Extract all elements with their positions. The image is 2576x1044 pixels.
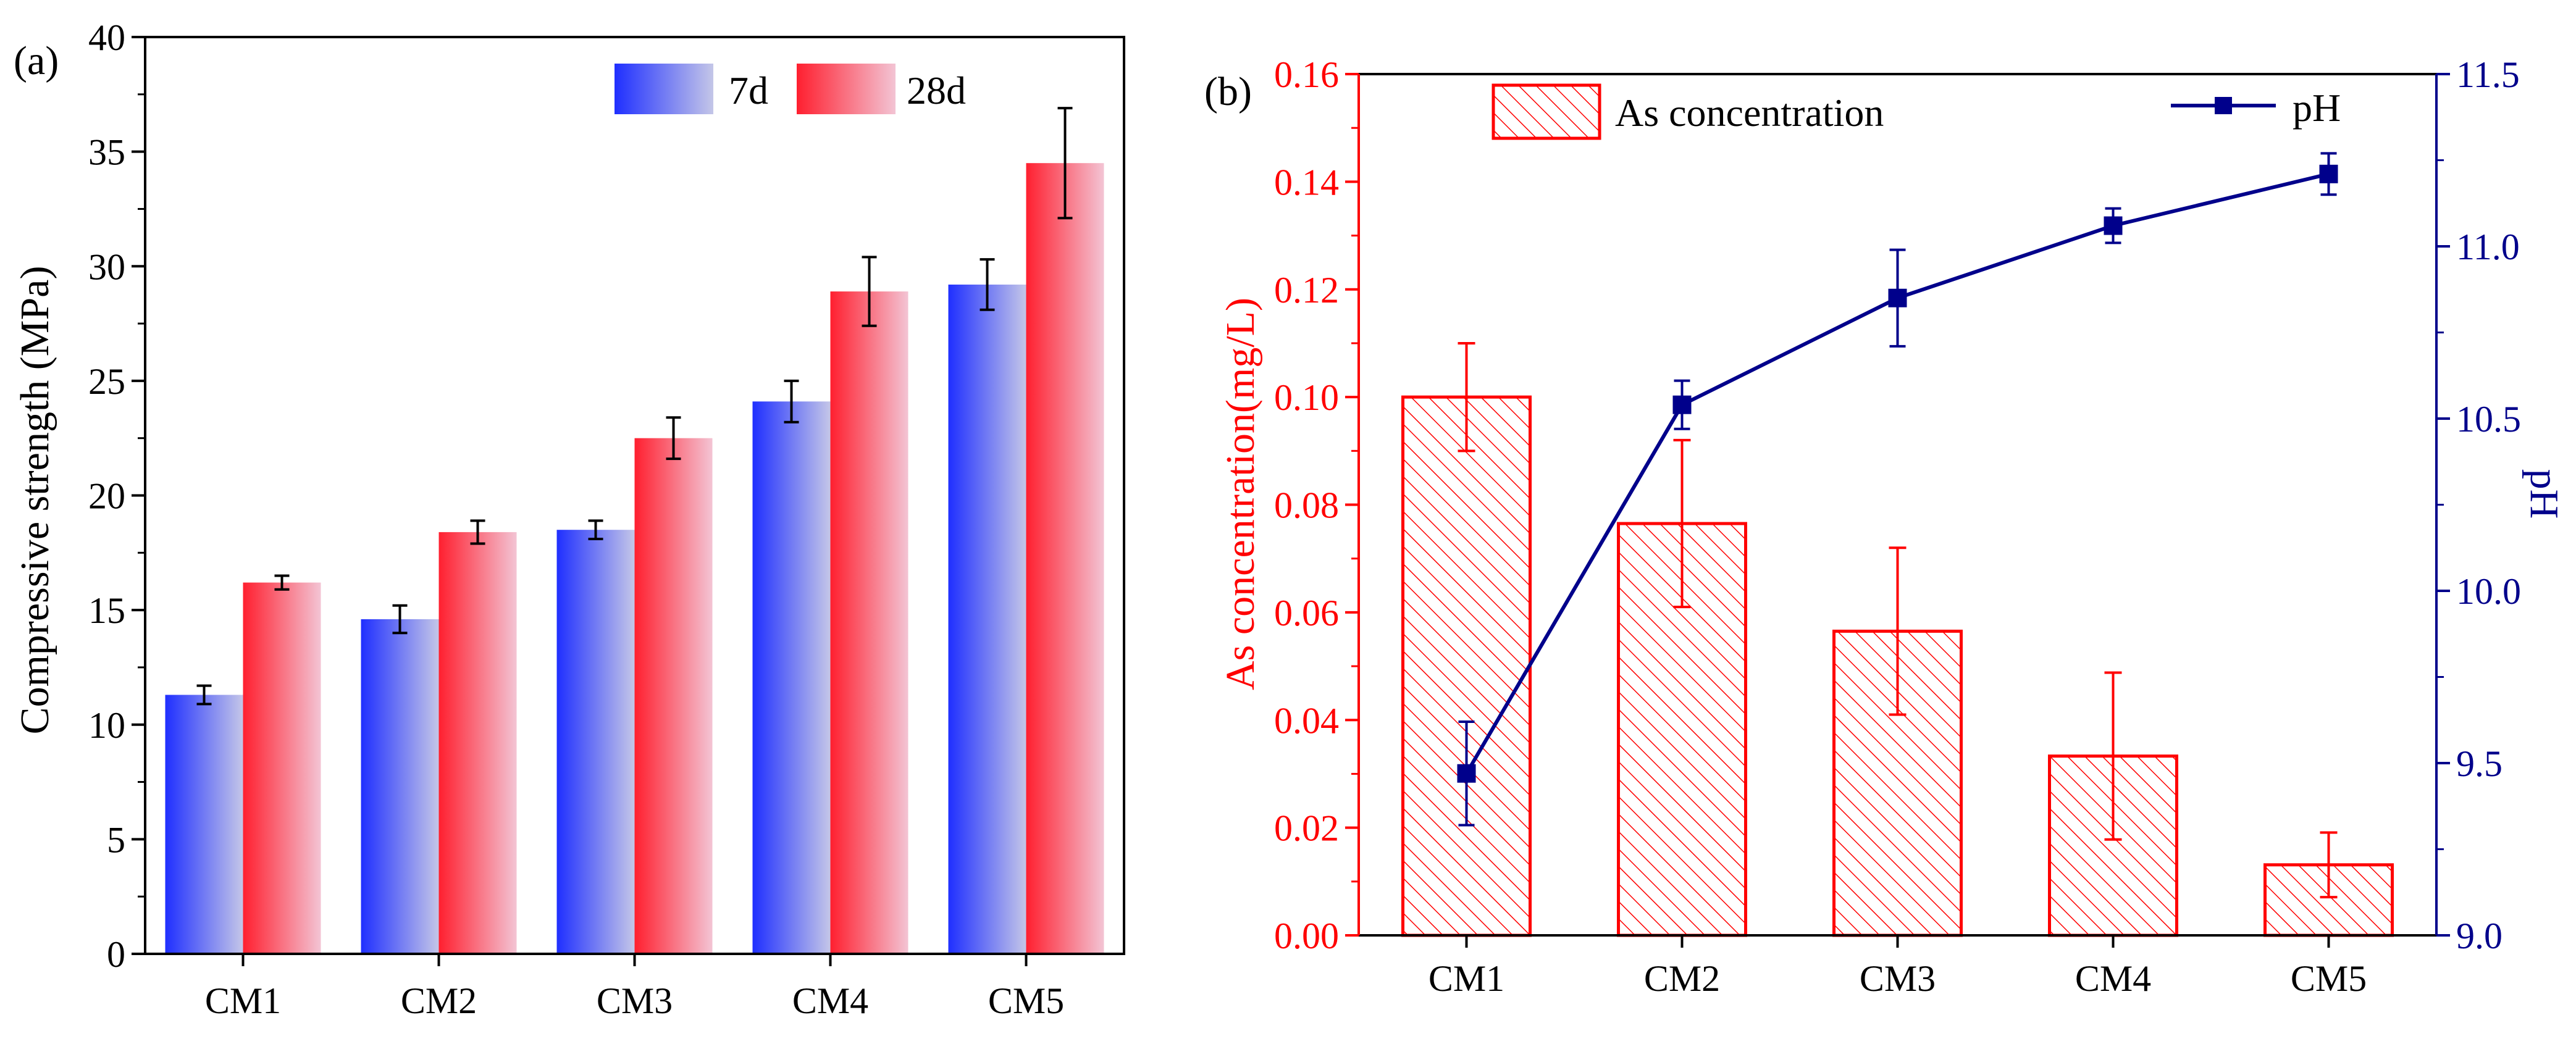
x-tick-label: CM3 [1860,958,1936,999]
left-tick-label: 0.04 [1274,700,1339,741]
legend-label-7d: 7d [729,69,768,112]
panel-a-xlabels: CM1 CM2 CM3 CM4 CM5 [205,954,1064,1021]
bar-28d-CM3 [634,438,713,954]
left-tick-label: 0.06 [1274,593,1339,633]
bar-7d-CM3 [556,530,635,954]
panel-a-yticks: 0 5 10 15 20 25 30 35 40 [88,17,145,975]
x-tick-label: CM1 [1429,958,1504,999]
panel-b-line [1457,152,2338,827]
y-tick-label: 10 [88,705,125,746]
x-tick-label: CM1 [205,980,281,1021]
y-tick-label: 15 [88,590,125,631]
right-tick-label: 10.5 [2456,399,2521,440]
legend-label-28d: 28d [907,69,966,112]
y-tick-label: 0 [107,934,125,975]
bar-28d-CM4 [830,291,908,954]
ph-point-CM3 [1888,288,1907,307]
legend-swatch-28d [797,64,896,114]
panel-b-legend: As concentration pH [1491,83,2341,140]
bar-28d-CM1 [243,582,321,954]
bar-as-CM2 [1617,522,1747,937]
legend-swatch-as [1491,83,1601,140]
bar-28d-CM5 [1026,163,1104,954]
panel-b-right-ticks: 9.0 9.5 10.0 10.5 11.0 11.5 [2436,54,2521,956]
y-tick-label: 25 [88,361,125,402]
left-tick-label: 0.14 [1274,162,1339,203]
panel-b: (b) As concentration(mg/L) pH 0.000.020.… [1204,54,2567,999]
legend-label-as: As concentration [1615,91,1884,135]
y-tick-label: 30 [88,246,125,287]
y-tick-label: 35 [88,132,125,173]
y-tick-label: 40 [88,17,125,58]
right-tick-label: 11.0 [2456,227,2520,267]
bar-28d-CM2 [438,532,517,954]
x-tick-label: CM3 [597,980,673,1021]
ph-point-CM4 [2104,216,2123,235]
panel-a-legend: 7d 28d [615,64,966,114]
panel-b-left-ticks: 0.00 0.02 0.04 0.06 0.08 0.10 0.12 0.14 0.16 [1274,54,1359,956]
x-tick-label: CM5 [988,980,1064,1021]
panel-a-bars [165,107,1104,954]
x-tick-label: CM2 [1644,958,1720,999]
x-tick-label: CM4 [2075,958,2151,999]
panel-b-xlabels: CM1 CM2 CM3 CM4 CM5 [1429,935,2367,999]
x-tick-label: CM4 [792,980,868,1021]
panel-a-ylabel: Compressive strength (MPa) [12,266,57,735]
bar-7d-CM2 [361,619,439,954]
left-tick-label: 0.08 [1274,485,1339,526]
y-tick-label: 20 [88,476,125,517]
panel-b-left-label: As concentration(mg/L) [1218,298,1263,690]
left-tick-label: 0.02 [1274,808,1339,849]
ph-point-CM5 [2319,164,2338,183]
left-tick-label: 0.12 [1274,270,1339,311]
ph-point-CM1 [1457,764,1476,783]
y-tick-label: 5 [107,819,125,860]
legend-label-ph: pH [2293,86,2341,130]
legend-marker-ph [2215,97,2232,114]
bar-7d-CM5 [948,284,1026,954]
left-tick-label: 0.10 [1274,377,1339,418]
ph-point-CM2 [1672,395,1692,414]
right-tick-label: 9.0 [2456,916,2503,956]
left-tick-label: 0.16 [1274,54,1339,95]
panel-b-right-label: pH [2522,469,2567,519]
right-tick-label: 9.5 [2456,743,2503,784]
panel-b-label: (b) [1204,69,1252,114]
panel-b-bars [1401,341,2394,937]
left-tick-label: 0.00 [1274,916,1339,956]
legend-swatch-7d [615,64,713,114]
panel-a: (a) Compressive strength (MPa) 0 5 10 15 20 2… [12,17,1125,1021]
bar-7d-CM4 [752,401,831,954]
panel-a-label: (a) [14,38,59,83]
x-tick-label: CM2 [401,980,477,1021]
bar-as-CM1 [1401,395,1532,937]
right-tick-label: 10.0 [2456,571,2521,612]
panel-a-axes-frame [144,36,1125,955]
right-tick-label: 11.5 [2456,54,2520,95]
x-tick-label: CM5 [2291,958,2367,999]
bar-7d-CM1 [165,695,243,954]
